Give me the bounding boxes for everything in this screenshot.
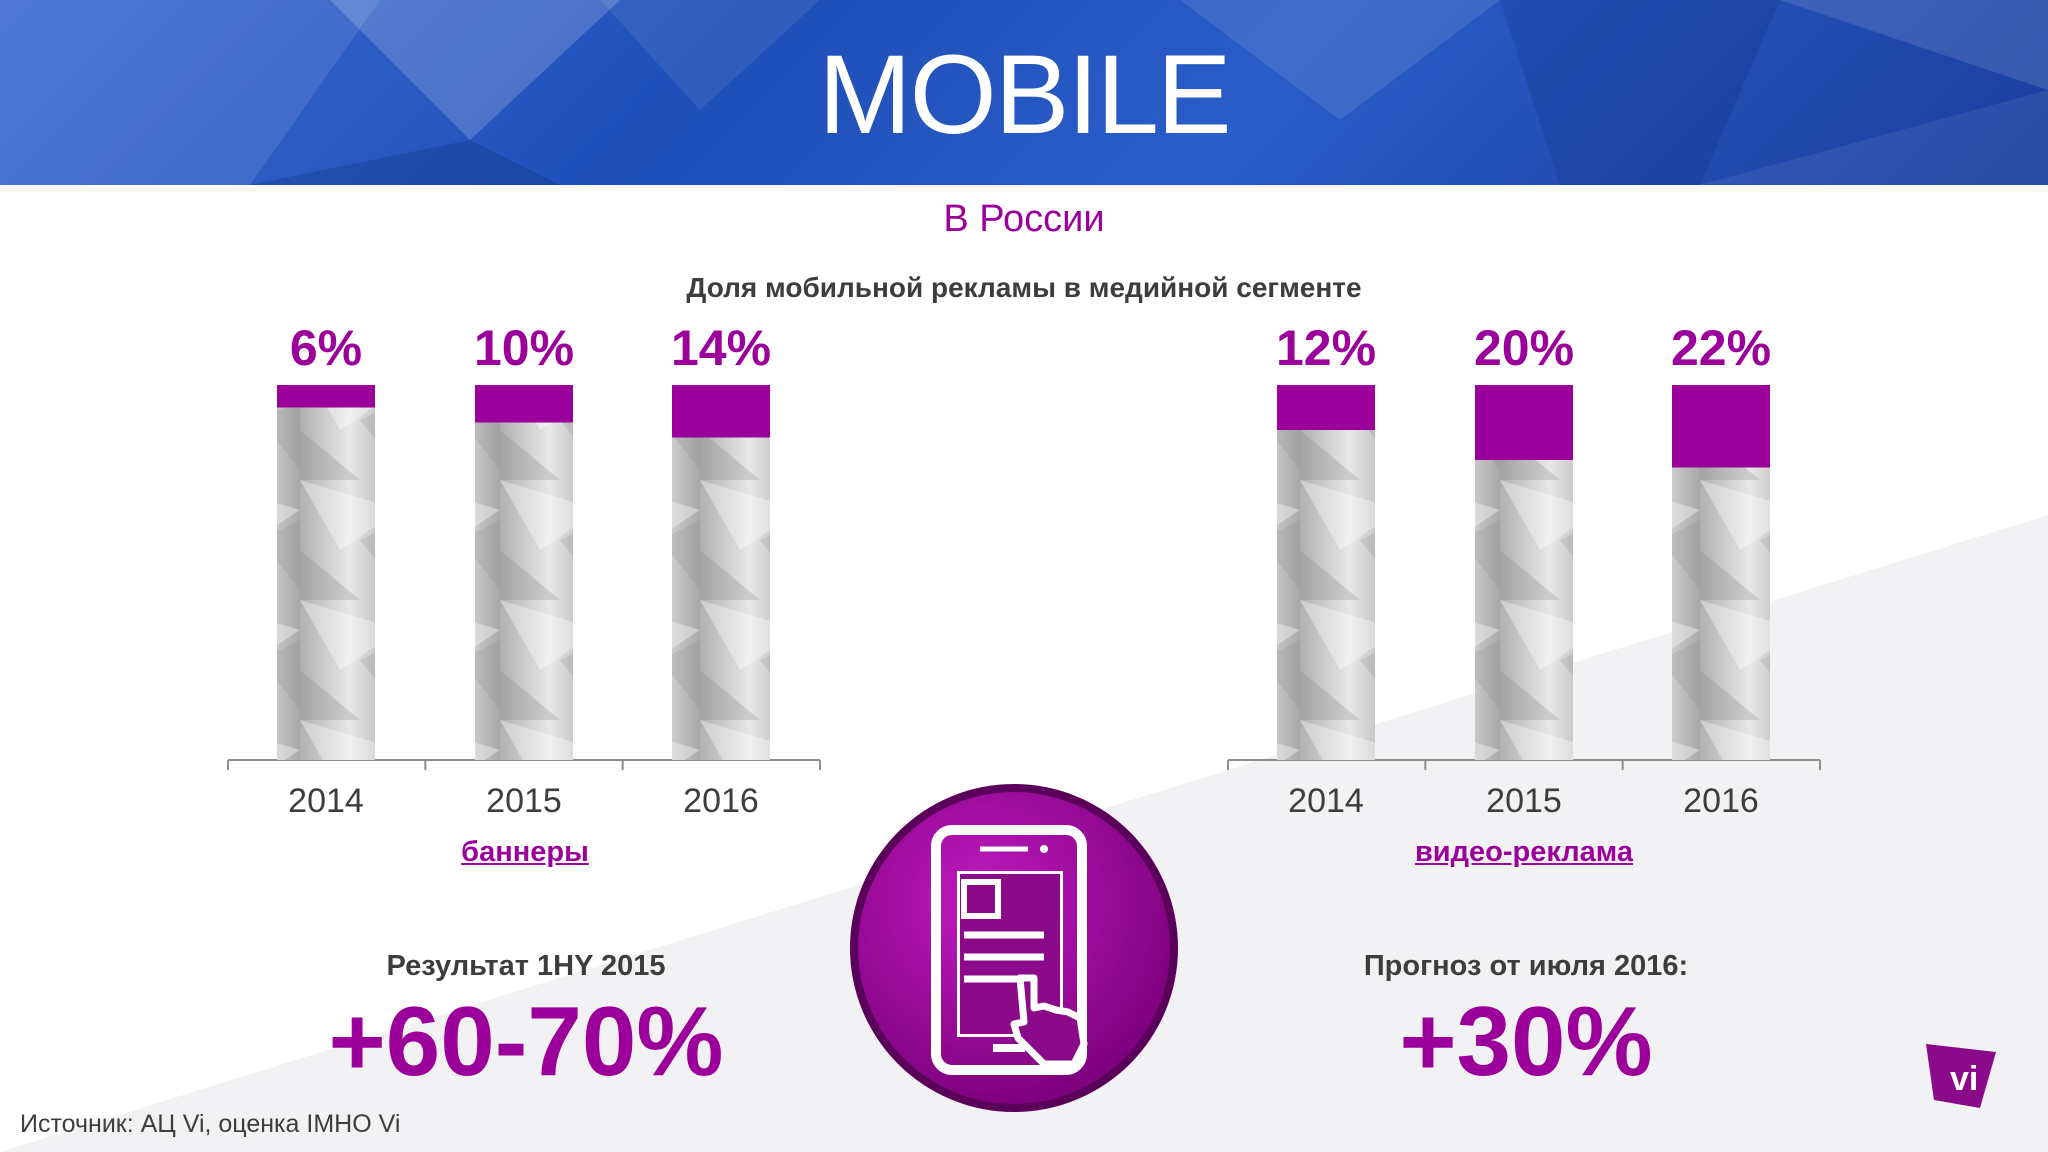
- source-note: Источник: АЦ Vi, оценка IMHO Vi: [20, 1110, 401, 1138]
- bar-remainder: [1277, 385, 1375, 760]
- x-tick-label: 2016: [683, 782, 759, 820]
- series-label-banners: баннеры: [461, 836, 589, 868]
- chart-video: 12% 2014 20% 2015 22% 2016: [1227, 320, 1821, 820]
- bar-value-segment: [277, 385, 375, 408]
- header-banner: MOBILE: [0, 0, 2048, 185]
- chart-banners: 6% 2014 10% 2015 14% 2016: [227, 320, 821, 820]
- smartphone-touch-icon: [850, 784, 1178, 1112]
- x-tick-label: 2016: [1683, 782, 1759, 820]
- bar-value-segment: [475, 385, 573, 423]
- header-facets: [0, 0, 2048, 185]
- bar-value-label: 6%: [290, 320, 362, 376]
- x-tick-label: 2014: [288, 782, 364, 820]
- bar-remainder: [277, 385, 375, 760]
- region-subtitle: В России: [943, 198, 1105, 240]
- bar-value-segment: [672, 385, 770, 438]
- bar-value-label: 10%: [474, 320, 574, 376]
- bar-value-segment: [1475, 385, 1573, 460]
- logo-text: vi: [1950, 1060, 1978, 1098]
- page-title: MOBILE: [818, 32, 1231, 157]
- stat-right-value: +30%: [1399, 986, 1653, 1096]
- bar-value-label: 20%: [1474, 320, 1574, 376]
- x-tick-label: 2015: [1486, 782, 1562, 820]
- chart-title: Доля мобильной рекламы в медийной сегмен…: [686, 272, 1362, 303]
- stat-left-value: +60-70%: [328, 986, 724, 1096]
- vi-logo: vi: [1926, 1044, 1996, 1108]
- bar-value-label: 22%: [1671, 320, 1771, 376]
- bar-value-segment: [1672, 385, 1770, 468]
- x-tick-label: 2015: [486, 782, 562, 820]
- x-tick-label: 2014: [1288, 782, 1364, 820]
- bar-remainder: [475, 385, 573, 760]
- bar-value-label: 14%: [671, 320, 771, 376]
- stat-right-label: Прогноз от июля 2016:: [1363, 950, 1689, 982]
- stat-left-label: Результат 1HY 2015: [386, 950, 666, 982]
- bar-value-label: 12%: [1276, 320, 1376, 376]
- series-label-video: видео-реклама: [1414, 836, 1634, 868]
- bar-value-segment: [1277, 385, 1375, 430]
- bar-remainder: [672, 385, 770, 760]
